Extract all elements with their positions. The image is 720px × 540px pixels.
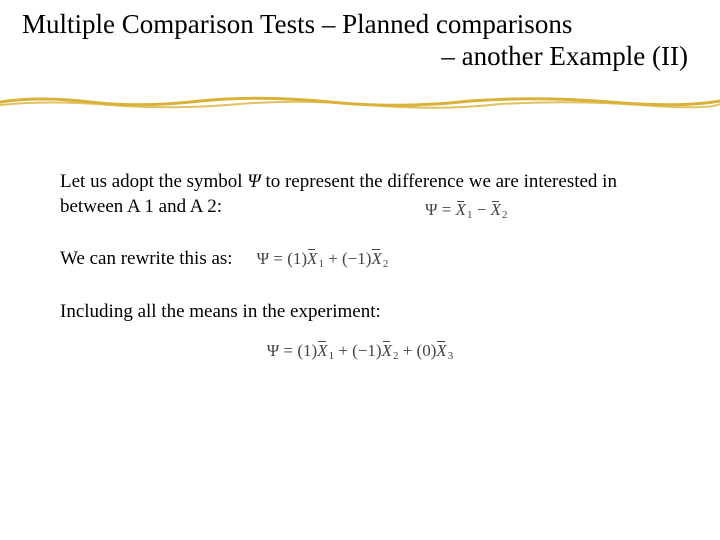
title-line-1: Multiple Comparison Tests – Planned comp… [22, 8, 698, 40]
equation-2: Ψ = (1)X1 + (−1)X2 [257, 248, 389, 271]
paragraph-3: Including all the means in the experimen… [60, 300, 660, 363]
title-underline [0, 90, 720, 114]
psi-symbol-inline: Ψ [247, 171, 260, 192]
slide: Multiple Comparison Tests – Planned comp… [0, 0, 720, 540]
equation-1: Ψ = X1 − X2 [425, 200, 508, 221]
title-line-2: – another Example (II) [22, 40, 698, 72]
p2-text: We can rewrite this as: [60, 247, 233, 272]
equation-3: Ψ = (1)X1 + (−1)X2 + (0)X3 [267, 341, 454, 360]
paragraph-1: Let us adopt the symbol Ψ to represent t… [60, 170, 660, 219]
p1-text-a: Let us adopt the symbol [60, 171, 247, 192]
body-text: Let us adopt the symbol Ψ to represent t… [60, 170, 660, 391]
slide-title: Multiple Comparison Tests – Planned comp… [22, 8, 698, 73]
p3-text: Including all the means in the experimen… [60, 301, 381, 322]
paragraph-2-row: We can rewrite this as: Ψ = (1)X1 + (−1)… [60, 247, 660, 272]
